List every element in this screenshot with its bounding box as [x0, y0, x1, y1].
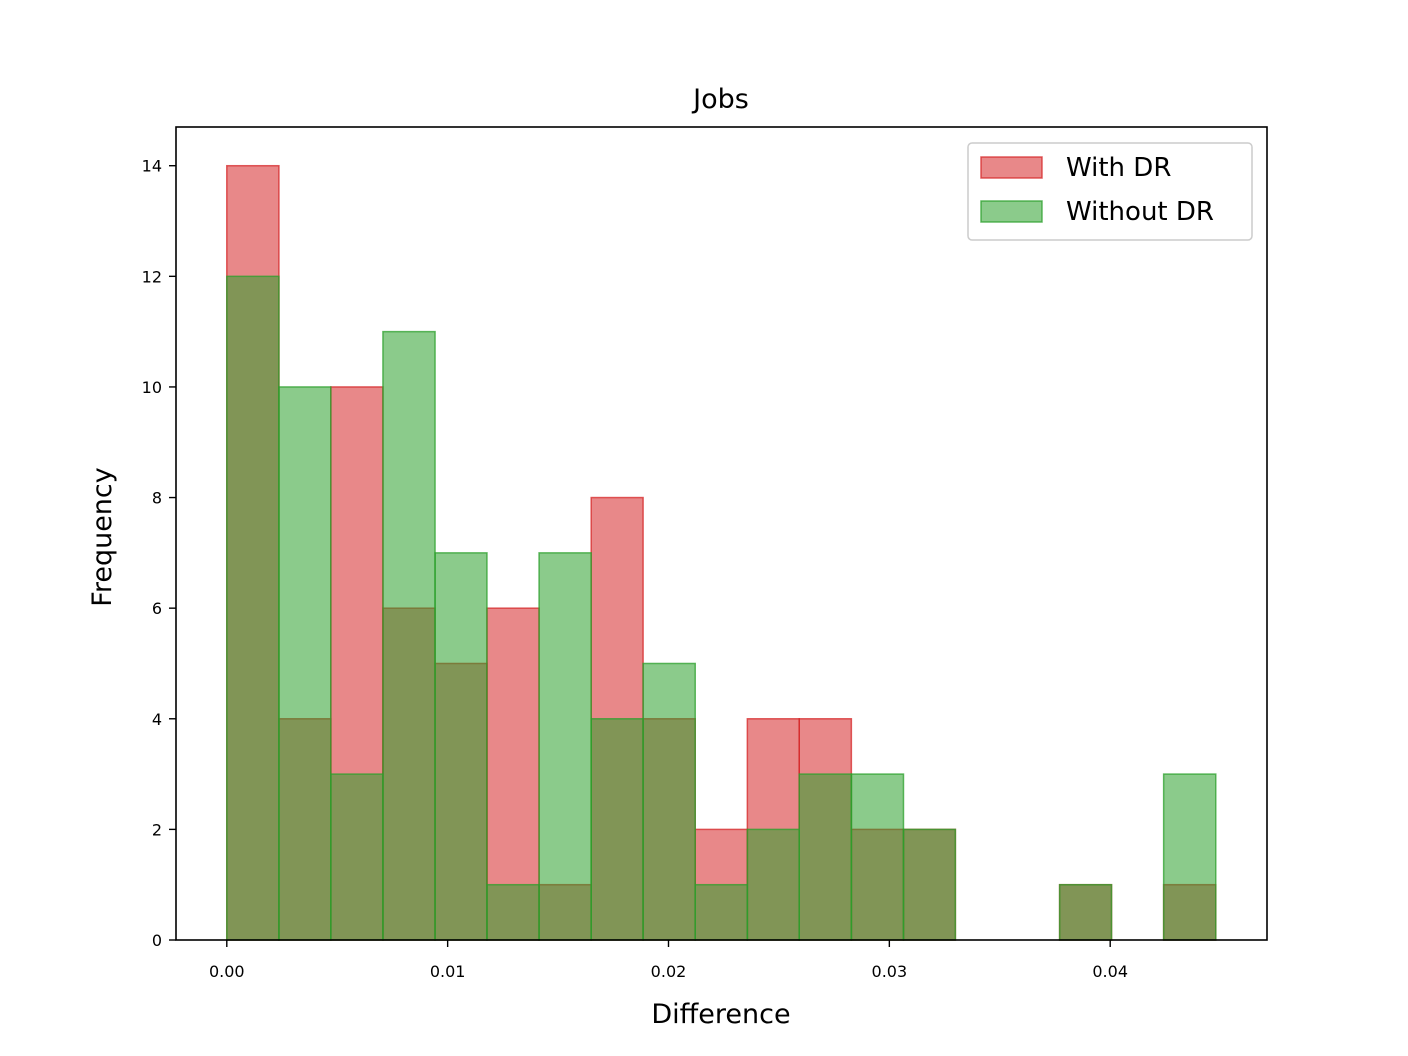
bar-without-dr-9	[694, 883, 749, 941]
y-tick-label: 14	[142, 157, 162, 176]
x-tick-label: 0.01	[430, 962, 466, 981]
x-tick-label: 0.00	[209, 962, 245, 981]
bar-without-dr-16	[1058, 883, 1113, 941]
bars-layer	[226, 164, 1217, 941]
bar-without-dr-1	[278, 386, 332, 941]
series-without-dr	[226, 275, 1217, 941]
bar-without-dr-11	[798, 773, 853, 941]
x-tick-label: 0.04	[1092, 962, 1128, 981]
y-tick-label: 2	[152, 820, 162, 839]
y-axis: 0 2 4 6 8 10 12 14	[142, 157, 176, 950]
x-axis-label: Difference	[651, 999, 790, 1030]
y-tick-label: 4	[152, 710, 162, 729]
bar-without-dr-4	[434, 552, 488, 941]
bar-without-dr-3	[382, 330, 436, 941]
y-tick-label: 6	[152, 599, 162, 618]
plot-frame	[175, 126, 1268, 941]
x-tick-label: 0.02	[651, 962, 687, 981]
x-tick-label: 0.03	[872, 962, 908, 981]
legend-label-without-dr: Without DR	[1066, 197, 1214, 227]
y-tick-label: 8	[152, 489, 162, 508]
y-axis-label: Frequency	[87, 467, 118, 607]
bar-without-dr-8	[642, 662, 696, 941]
y-tick-label: 12	[142, 267, 162, 286]
bar-without-dr-5	[486, 883, 540, 941]
bar-without-dr-2	[330, 773, 384, 941]
bar-without-dr-13	[902, 828, 957, 941]
y-tick-label: 0	[152, 931, 162, 950]
x-axis: 0.00 0.01 0.02 0.03 0.04	[209, 940, 1128, 981]
bar-without-dr-12	[850, 773, 905, 941]
bar-without-dr-10	[746, 828, 800, 941]
bar-without-dr-18	[1162, 773, 1217, 941]
legend-swatch-without-dr	[980, 200, 1043, 223]
bar-without-dr-0	[226, 275, 280, 941]
legend: With DR Without DR	[967, 142, 1253, 241]
bar-without-dr-7	[590, 718, 644, 941]
y-tick-label: 10	[142, 378, 162, 397]
legend-swatch-with-dr	[980, 156, 1043, 179]
legend-label-with-dr: With DR	[1066, 153, 1171, 183]
chart-title: Jobs	[691, 84, 749, 115]
bar-without-dr-6	[538, 552, 592, 941]
